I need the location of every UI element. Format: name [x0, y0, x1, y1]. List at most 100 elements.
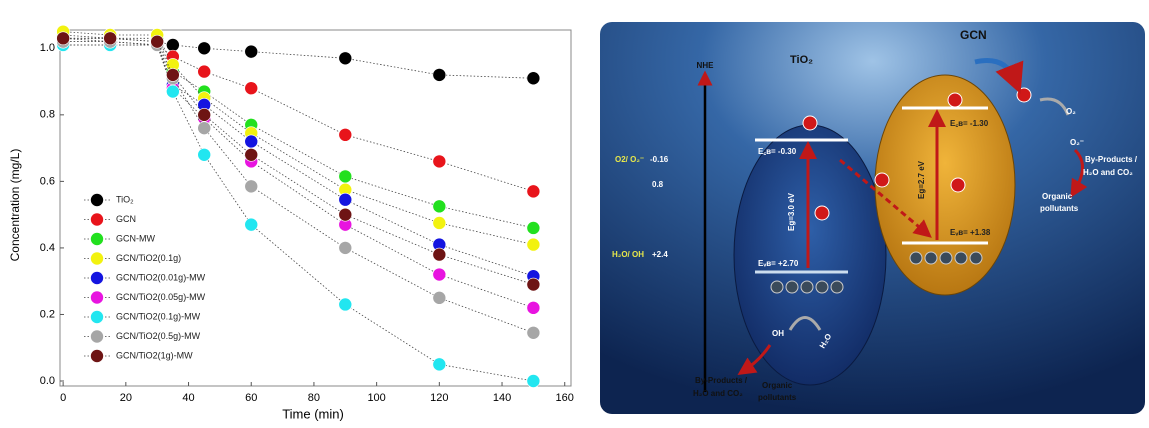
legend-marker: [91, 252, 104, 265]
data-point: [433, 291, 446, 304]
band-label: Eᵥʙ= +1.38: [950, 228, 991, 237]
legend-marker: [91, 233, 104, 246]
x-tick-label: 40: [182, 392, 194, 404]
legend-label: TiO₂: [116, 194, 134, 204]
data-point: [433, 268, 446, 281]
data-point: [433, 358, 446, 371]
gap-label: Eg=3.0 eV: [787, 192, 796, 231]
electron: [951, 178, 965, 192]
data-point: [198, 148, 211, 161]
data-point: [198, 108, 211, 121]
data-point: [166, 68, 179, 81]
potential-label: -0.16: [650, 155, 669, 164]
pollutant-label: pollutants: [1040, 204, 1079, 213]
legend-label: GCN/TiO2(0.1g): [116, 253, 181, 263]
legend-marker: [91, 350, 104, 363]
series-line: [63, 45, 533, 308]
data-point: [339, 298, 352, 311]
product-label: H₂O and CO₂: [693, 389, 743, 398]
y-tick-label: 0.8: [40, 109, 55, 121]
legend-label: GCN/TiO2(0.05g)-MW: [116, 292, 206, 302]
data-point: [166, 85, 179, 98]
data-point: [433, 216, 446, 229]
series-line: [63, 42, 533, 333]
series-line: [63, 38, 533, 191]
y-axis-label: Concentration (mg/L): [8, 149, 22, 262]
data-point: [166, 38, 179, 51]
y-tick-label: 0.2: [40, 308, 55, 320]
data-point: [527, 238, 540, 251]
legend-marker: [91, 330, 104, 343]
data-point: [527, 301, 540, 314]
electron: [815, 206, 829, 220]
data-point: [151, 35, 164, 48]
nhe-label: NHE: [697, 61, 715, 70]
series-line: [63, 38, 533, 78]
data-point: [245, 45, 258, 58]
electron: [803, 116, 817, 130]
diagram: NHE TiO₂ GCN O2/ O₂⁻ -0.16 0.8 H₂O/ OH +…: [600, 22, 1145, 414]
legend-label: GCN/TiO2(0.01g)-MW: [116, 272, 206, 282]
legend-label: GCN/TiO2(1g)-MW: [116, 350, 193, 360]
product-label: By-Products /: [1085, 155, 1138, 164]
data-point: [527, 326, 540, 339]
data-point: [527, 185, 540, 198]
data-point: [339, 208, 352, 221]
legend-label: GCN: [116, 214, 136, 224]
data-point: [245, 180, 258, 193]
x-tick-label: 80: [308, 392, 320, 404]
x-tick-label: 120: [430, 392, 448, 404]
potential-label: 0.8: [652, 180, 664, 189]
legend-marker: [91, 311, 104, 324]
band-label: E꜀ʙ= -1.30: [950, 119, 989, 128]
data-point: [245, 148, 258, 161]
species-label: O₂: [1066, 107, 1076, 116]
data-point: [339, 128, 352, 141]
legend-marker: [91, 272, 104, 285]
band-label: Eᵥʙ= +2.70: [758, 259, 799, 268]
electron: [948, 93, 962, 107]
tio2-label: TiO₂: [790, 54, 813, 66]
data-point: [433, 68, 446, 81]
product-label: By-Products /: [695, 376, 748, 385]
y-tick-label: 0.0: [40, 375, 55, 387]
data-point: [198, 42, 211, 55]
data-point: [104, 32, 117, 45]
legend-marker: [91, 213, 104, 226]
gap-label: Eg=2.7 eV: [917, 160, 926, 199]
data-point: [339, 170, 352, 183]
data-point: [339, 52, 352, 65]
data-point: [198, 65, 211, 78]
x-tick-label: 100: [367, 392, 385, 404]
x-tick-label: 160: [556, 392, 574, 404]
electron: [1017, 88, 1031, 102]
potential-label: +2.4: [652, 250, 668, 259]
series-line: [63, 32, 533, 245]
couple-label: O2/ O₂⁻: [615, 155, 644, 164]
x-tick-label: 60: [245, 392, 257, 404]
legend-label: GCN-MW: [116, 233, 155, 243]
species-label: OH: [772, 329, 784, 338]
data-point: [527, 375, 540, 388]
pollutant-label: Organic: [1042, 192, 1073, 201]
data-point: [527, 278, 540, 291]
electron: [875, 173, 889, 187]
data-point: [245, 135, 258, 148]
x-tick-label: 20: [120, 392, 132, 404]
data-point: [57, 32, 70, 45]
legend-label: GCN/TiO2(0.5g)-MW: [116, 331, 201, 341]
couple-label: H₂O/ OH: [612, 250, 644, 259]
y-tick-label: 0.4: [40, 242, 55, 254]
data-point: [433, 155, 446, 168]
data-point: [339, 241, 352, 254]
data-point: [433, 248, 446, 261]
pollutant-label: Organic: [762, 381, 793, 390]
tio2-particle: [734, 125, 886, 385]
x-axis-label: Time (min): [282, 406, 344, 421]
product-label: H₂O and CO₂: [1083, 168, 1133, 177]
figure: Time (min) Concentration (mg/L) 02040608…: [0, 0, 1149, 423]
pollutant-label: pollutants: [758, 393, 797, 402]
legend-marker: [91, 194, 104, 207]
legend-marker: [91, 291, 104, 304]
